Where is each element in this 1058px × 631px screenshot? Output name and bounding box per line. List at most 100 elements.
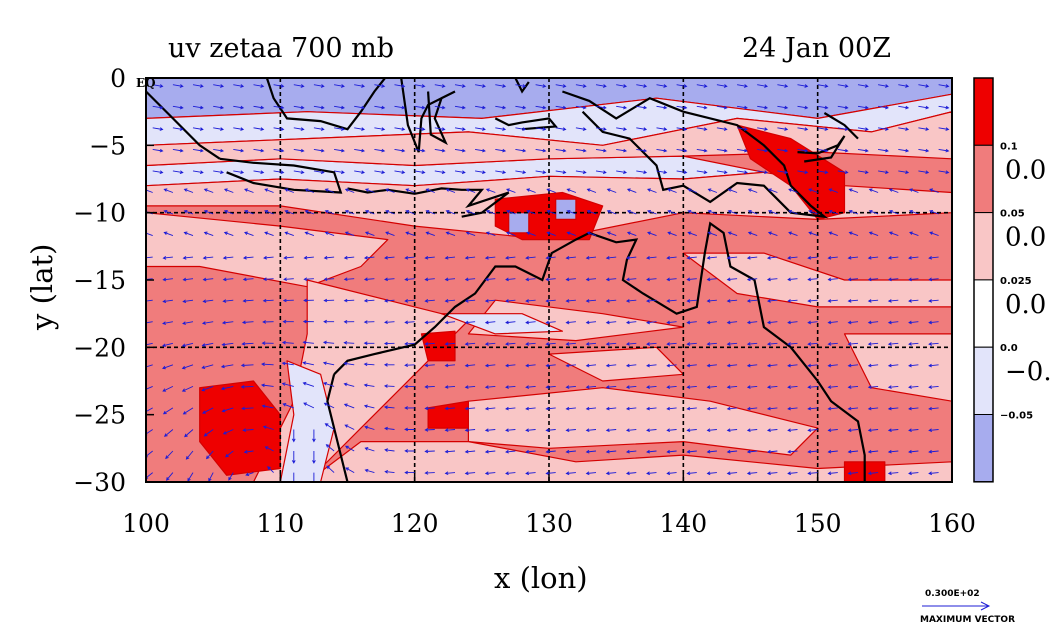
y-tick-label: −20 — [73, 333, 126, 362]
wind-vector — [240, 363, 254, 368]
wind-vector — [515, 105, 527, 110]
wind-vector — [575, 105, 587, 110]
wind-vector — [898, 170, 910, 175]
wind-vector — [595, 127, 607, 131]
wind-vector — [363, 255, 375, 260]
wind-vector — [223, 209, 234, 215]
wind-vector — [325, 444, 335, 452]
wind-vector — [676, 84, 688, 88]
wind-vector — [847, 256, 859, 260]
wind-vector — [374, 127, 386, 131]
wind-vector — [867, 299, 879, 303]
wind-vector — [626, 231, 637, 237]
wind-vector — [909, 188, 919, 193]
wind-vector — [656, 170, 668, 175]
wind-vector — [888, 209, 899, 215]
wind-vector — [847, 277, 859, 282]
wind-vector — [746, 449, 758, 454]
wind-vector — [334, 127, 345, 131]
wind-vector — [726, 256, 738, 260]
wind-vector — [464, 406, 476, 411]
wind-vector — [928, 406, 939, 411]
wind-vector — [425, 231, 435, 237]
coastline-7 — [494, 117, 558, 131]
wind-vector — [525, 277, 536, 282]
wind-vector — [625, 342, 637, 346]
wind-vector — [909, 231, 919, 237]
wind-vector — [146, 256, 153, 260]
wind-vector — [646, 299, 657, 303]
wind-vector — [827, 320, 838, 325]
wind-vector — [506, 231, 516, 237]
wind-vector — [847, 320, 859, 325]
wind-vector — [797, 148, 809, 153]
wind-vector — [162, 364, 174, 370]
wind-vector — [817, 148, 829, 153]
wind-vector — [525, 342, 536, 346]
plot-area — [146, 78, 952, 482]
wind-vector — [233, 148, 245, 153]
wind-vector — [323, 277, 335, 282]
wind-vector — [726, 363, 738, 368]
wind-vector — [625, 256, 637, 260]
wind-vector — [757, 84, 768, 88]
wind-vector — [312, 451, 316, 464]
wind-vector — [687, 231, 697, 237]
wind-vector — [454, 127, 466, 131]
wind-vector — [928, 256, 939, 260]
wind-vector — [746, 385, 758, 389]
y-axis-label: y (lat) — [25, 244, 59, 331]
wind-vector — [233, 127, 245, 131]
wind-vector — [343, 298, 355, 303]
wind-vector — [202, 256, 214, 260]
wind-vector — [666, 471, 677, 476]
wind-vector — [938, 170, 950, 175]
vorticity-region-15 — [199, 380, 281, 476]
wind-vector — [887, 471, 899, 476]
wind-vector — [303, 298, 314, 303]
wind-vector — [495, 105, 507, 110]
coastline-11 — [514, 78, 530, 94]
wind-vector — [302, 381, 315, 387]
wind-vector — [152, 170, 164, 175]
wind-vector — [302, 340, 314, 345]
wind-vector — [716, 84, 728, 88]
wind-vector — [918, 127, 930, 131]
wind-vector — [374, 105, 386, 110]
wind-vector — [505, 385, 516, 389]
wind-vector — [565, 299, 576, 303]
wind-vector — [726, 471, 738, 476]
wind-vector — [293, 170, 305, 175]
wind-vector — [454, 84, 466, 88]
wind-vector — [737, 127, 748, 131]
wind-vector — [667, 231, 677, 237]
wind-vector — [444, 385, 456, 389]
wind-vector — [706, 449, 717, 454]
wind-vector — [445, 209, 456, 215]
wind-vector — [545, 277, 556, 282]
wind-vector — [182, 321, 194, 325]
wind-vector — [394, 127, 406, 131]
wind-vectors — [146, 84, 950, 482]
vorticity-region-14 — [440, 313, 563, 335]
wind-vector — [867, 256, 879, 260]
wind-vector — [506, 209, 516, 215]
wind-vector — [595, 170, 607, 175]
wind-vector — [240, 385, 254, 389]
wind-vector — [696, 127, 708, 131]
wind-vector — [312, 429, 316, 443]
wind-vector — [575, 127, 587, 131]
wind-vector — [343, 382, 355, 387]
wind-vector — [585, 406, 597, 411]
wind-vector — [656, 105, 668, 110]
wind-vector — [545, 299, 556, 303]
wind-vector — [343, 361, 355, 366]
wind-vector — [777, 148, 789, 153]
wind-vector — [284, 188, 294, 193]
wind-vector — [605, 320, 617, 325]
wind-vector — [867, 428, 879, 433]
wind-vector — [253, 148, 265, 153]
wind-vector — [222, 299, 234, 303]
wind-vector — [242, 277, 254, 282]
wind-vector — [405, 231, 415, 237]
